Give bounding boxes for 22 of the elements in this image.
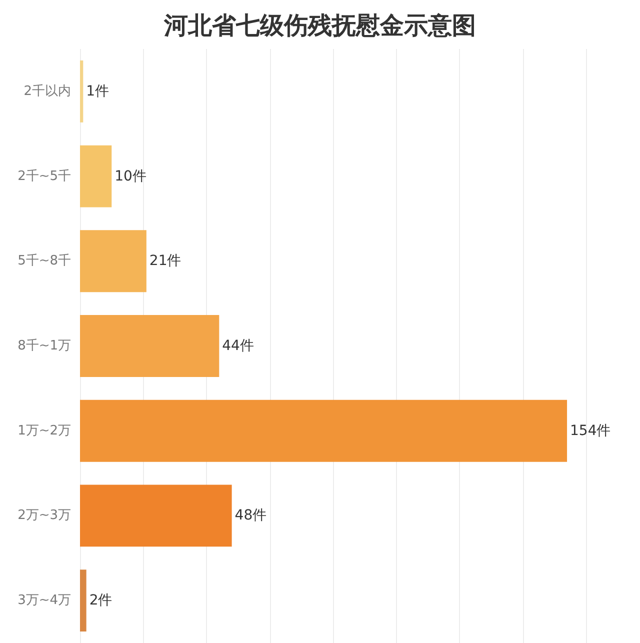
bar xyxy=(80,570,86,632)
data-label: 154件 xyxy=(570,422,611,439)
bar xyxy=(80,315,220,377)
y-tick-label: 3万~4万 xyxy=(18,593,71,608)
data-label: 10件 xyxy=(114,168,146,184)
bar xyxy=(80,400,568,462)
y-tick-label: 1万~2万 xyxy=(18,423,71,438)
bar xyxy=(80,484,232,547)
y-tick-label: 2万~3万 xyxy=(18,508,71,524)
data-label: 44件 xyxy=(222,338,254,354)
chart-title: 河北省七级伤残抚慰金示意图 xyxy=(163,10,476,40)
data-label: 2件 xyxy=(89,592,112,609)
y-tick-label: 8千~1万 xyxy=(18,338,71,354)
data-label: 1件 xyxy=(86,83,110,100)
bar xyxy=(80,60,84,122)
data-label: 21件 xyxy=(149,253,182,270)
y-tick-label: 5千~8千 xyxy=(18,254,71,269)
y-tick-label: 2千以内 xyxy=(24,84,71,99)
bar xyxy=(80,230,146,292)
y-tick-label: 2千~5千 xyxy=(18,168,71,184)
bar xyxy=(80,145,112,208)
data-label: 48件 xyxy=(234,508,267,524)
